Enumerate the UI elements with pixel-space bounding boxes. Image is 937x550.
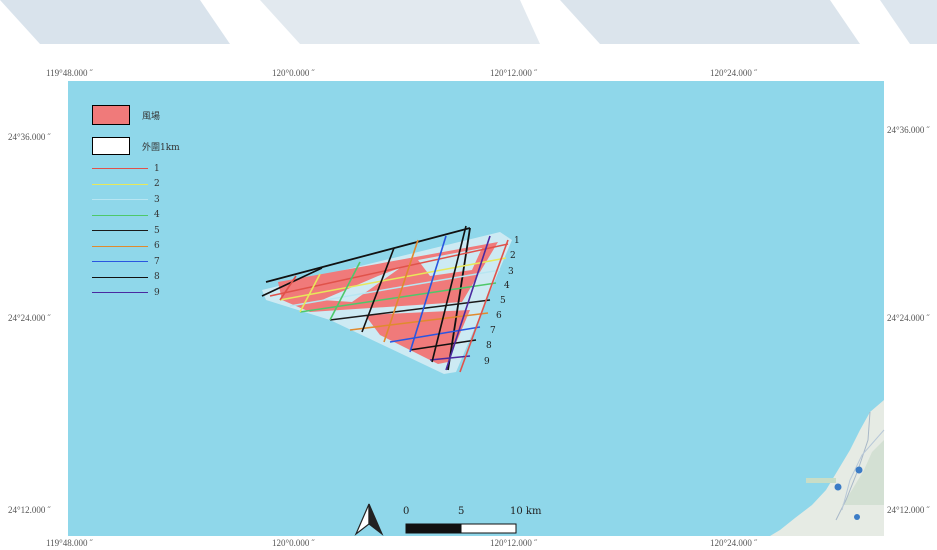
legend-item-line-9: 9 — [92, 285, 232, 301]
survey-line-o-5 — [361, 247, 395, 333]
legend-item-line-3: 3 — [92, 192, 232, 208]
legend-item-line-6: 6 — [92, 239, 232, 255]
legend-swatch-line-1 — [92, 168, 148, 170]
survey-line-h-8 — [409, 339, 477, 351]
survey-line-h-7 — [389, 326, 481, 343]
legend-label-line-7: 7 — [154, 256, 160, 267]
legend-swatch-line-2 — [92, 183, 148, 185]
survey-line-h-1 — [269, 243, 509, 297]
legend-item-line-7: 7 — [92, 254, 232, 270]
survey-line-o-9 — [445, 235, 491, 371]
coord-right-2: 24°24.000 ˝ — [887, 313, 930, 323]
legend-item-line-1: 1 — [92, 161, 232, 177]
legend-swatch-line-9 — [92, 292, 148, 294]
legend-swatch-line-7 — [92, 261, 148, 263]
coord-bottom-2: 120°0.000 ˝ — [272, 538, 315, 548]
coord-bottom-4: 120°24.000 ˝ — [710, 538, 758, 548]
boundary-top — [265, 227, 471, 283]
legend-label-line-4: 4 — [154, 210, 160, 221]
legend-item-line-5: 5 — [92, 223, 232, 239]
survey-line-o-7 — [409, 235, 447, 353]
legend-swatch-line-5 — [92, 230, 148, 232]
scale-label-0: 0 — [403, 506, 410, 517]
line-number-label-3: 3 — [508, 267, 514, 277]
line-number-label-6: 6 — [496, 311, 502, 321]
header-banner — [0, 0, 937, 44]
legend-swatch-line-8 — [92, 276, 148, 278]
map-legend: 風場 外圍1km 1 2 3 4 5 6 7 8 9 — [92, 103, 232, 301]
survey-lines — [261, 225, 509, 373]
legend-label-line-1: 1 — [154, 163, 160, 174]
line-labels: 1 2 3 4 5 67 8 9 — [484, 236, 520, 367]
legend-label-buffer: 外圍1km — [142, 142, 180, 153]
line-number-label-5: 5 — [500, 296, 506, 306]
survey-line-h-3 — [289, 269, 501, 307]
line-number-label-4: 4 — [504, 281, 510, 291]
coord-left-3: 24°12.000 ˝ — [8, 505, 51, 515]
legend-label-line-2: 2 — [154, 179, 160, 190]
legend-swatch-line-6 — [92, 245, 148, 247]
legend-item-line-8: 8 — [92, 270, 232, 286]
coord-bottom-1: 119°48.000 ˝ — [46, 538, 93, 548]
legend-label-line-8: 8 — [154, 272, 160, 283]
survey-line-o-6 — [383, 239, 419, 343]
line-number-label-8: 8 — [486, 341, 492, 351]
survey-line-o-3 — [299, 273, 321, 313]
coord-top-2: 120°0.000 ˝ — [272, 68, 315, 78]
legend-swatch-wind-farm — [92, 105, 130, 125]
legend-swatch-line-3 — [92, 199, 148, 201]
coord-right-3: 24°12.000 ˝ — [887, 505, 930, 515]
coord-left-2: 24°24.000 ˝ — [8, 313, 51, 323]
legend-label-wind-farm: 風場 — [142, 111, 161, 122]
legend-swatch-buffer — [92, 137, 130, 155]
coord-bottom-3: 120°12.000 ˝ — [490, 538, 538, 548]
line-number-label-1: 1 — [514, 236, 520, 246]
legend-label-line-9: 9 — [154, 287, 160, 298]
coord-right-1: 24°36.000 ˝ — [887, 125, 930, 135]
scale-label-10: 10 km — [510, 506, 542, 517]
boundary-right-inner — [447, 227, 471, 371]
coord-top-1: 119°48.000 ˝ — [46, 68, 93, 78]
legend-item-wind-farm: 風場 — [92, 103, 232, 127]
north-arrow-icon — [354, 503, 384, 536]
legend-swatch-line-4 — [92, 214, 148, 216]
line-number-label-9: 9 — [484, 357, 490, 367]
legend-item-line-4: 4 — [92, 208, 232, 224]
scale-label-5: 5 — [458, 506, 465, 517]
legend-item-buffer: 外圍1km — [92, 133, 232, 159]
coord-left-1: 24°36.000 ˝ — [8, 132, 51, 142]
survey-line-o-10 — [459, 239, 509, 373]
survey-line-o-2 — [279, 275, 297, 301]
coord-top-4: 120°24.000 ˝ — [710, 68, 758, 78]
survey-line-o-8 — [431, 225, 467, 363]
line-number-label-7: 7 — [490, 326, 496, 336]
legend-label-line-5: 5 — [154, 225, 160, 236]
survey-line-h-5 — [329, 299, 491, 321]
legend-label-line-3: 3 — [154, 194, 160, 205]
scale-bar — [405, 523, 517, 534]
coastline-land — [770, 400, 885, 536]
coord-top-3: 120°12.000 ˝ — [490, 68, 538, 78]
line-number-label-2: 2 — [510, 251, 516, 261]
survey-line-o-4 — [329, 261, 361, 321]
legend-item-line-2: 2 — [92, 177, 232, 193]
survey-line-h-2 — [279, 257, 507, 301]
legend-label-line-6: 6 — [154, 241, 160, 252]
